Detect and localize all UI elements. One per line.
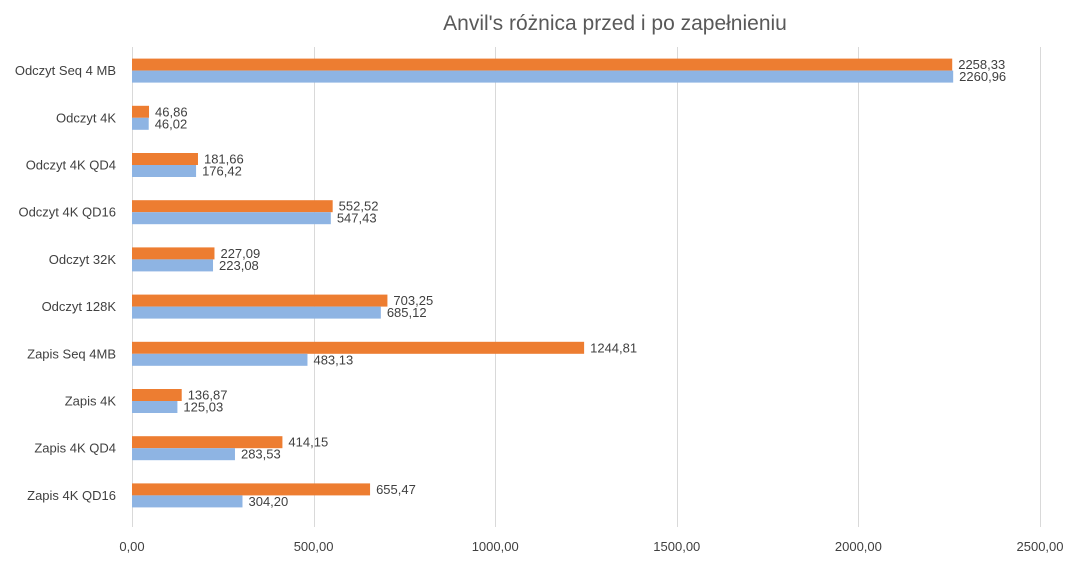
bar — [132, 58, 953, 71]
bar — [132, 105, 150, 118]
bar — [132, 247, 215, 260]
data-label: 283,53 — [241, 447, 281, 462]
data-label: 227,09 — [220, 246, 260, 261]
value-axis: 0,00 500,00 1000,00 1500,00 2000,00 2500,00 — [119, 539, 1063, 554]
bar — [132, 259, 214, 272]
x-tick-label: 1000,00 — [472, 539, 519, 554]
data-label: 547,43 — [337, 211, 377, 226]
bar — [132, 294, 388, 307]
data-label: 304,20 — [248, 494, 288, 509]
bar — [132, 436, 283, 449]
category-label: Odczyt 128K — [42, 299, 117, 314]
bar — [132, 353, 308, 366]
category-label: Odczyt 4K QD16 — [18, 205, 116, 220]
bar — [132, 165, 197, 177]
category-label: Odczyt 4K — [56, 110, 116, 125]
data-label: 703,25 — [393, 293, 433, 308]
data-label: 125,03 — [183, 400, 223, 415]
data-label: 414,15 — [288, 435, 328, 450]
data-label: 655,47 — [376, 482, 416, 497]
bar — [132, 341, 585, 354]
bars — [132, 58, 954, 508]
category-label: Odczyt 4K QD4 — [26, 158, 116, 173]
x-tick-label: 2000,00 — [835, 539, 882, 554]
bar — [132, 495, 243, 508]
data-label: 483,13 — [313, 352, 353, 367]
data-label: 176,42 — [202, 164, 242, 179]
chart-title: Anvil's różnica przed i po zapełnieniu — [443, 12, 787, 35]
data-label: 181,66 — [204, 152, 244, 167]
data-label: 685,12 — [387, 305, 427, 320]
category-label: Odczyt Seq 4 MB — [15, 63, 116, 78]
category-label: Zapis 4K QD16 — [27, 488, 116, 503]
bar — [132, 401, 178, 413]
bar — [132, 448, 235, 461]
bar — [132, 212, 331, 225]
x-tick-label: 2500,00 — [1017, 539, 1064, 554]
category-label: Zapis 4K — [65, 394, 117, 409]
bar — [132, 200, 333, 213]
bar — [132, 117, 149, 130]
data-label: 223,08 — [219, 258, 259, 273]
bar — [132, 483, 371, 496]
data-label: 46,86 — [155, 104, 188, 119]
bar — [132, 389, 182, 401]
x-tick-label: 1500,00 — [653, 539, 700, 554]
bar — [132, 306, 381, 319]
data-label: 552,52 — [339, 199, 379, 214]
data-label: 136,87 — [188, 388, 228, 403]
data-label: 1244,81 — [590, 340, 637, 355]
data-label: 46,02 — [155, 116, 188, 131]
category-label: Odczyt 32K — [49, 252, 117, 267]
category-axis: Odczyt Seq 4 MB Odczyt 4K Odczyt 4K QD4 Odc… — [15, 63, 116, 503]
data-label: 2258,33 — [958, 57, 1005, 72]
x-tick-label: 500,00 — [294, 539, 334, 554]
bar — [132, 70, 954, 83]
category-label: Zapis Seq 4MB — [27, 346, 116, 361]
category-label: Zapis 4K QD4 — [34, 441, 116, 456]
data-label: 2260,96 — [959, 69, 1006, 84]
x-tick-label: 0,00 — [119, 539, 144, 554]
bar — [132, 153, 198, 165]
